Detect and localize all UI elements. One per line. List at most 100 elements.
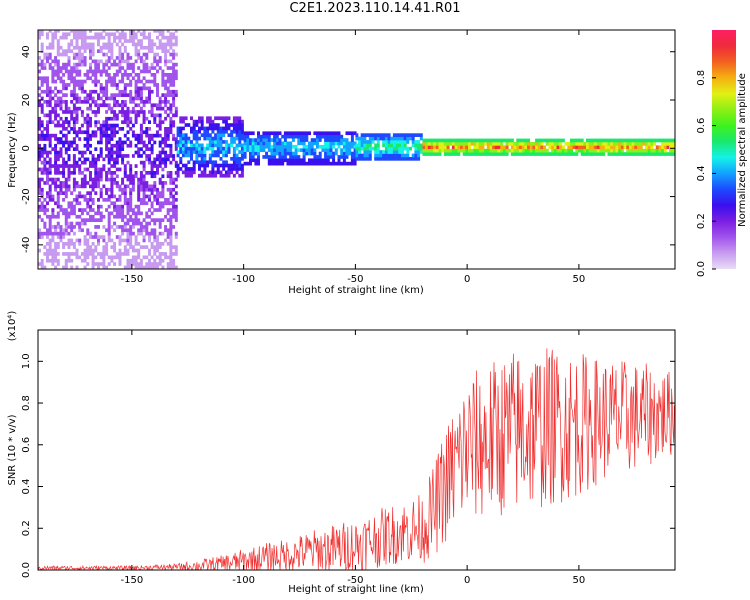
heatmap-cell <box>422 152 426 156</box>
heatmap-cell <box>435 148 439 153</box>
heatmap-cell <box>294 131 298 136</box>
heatmap-cell <box>278 141 282 146</box>
heatmap-cell <box>97 127 100 131</box>
heatmap-cell <box>62 265 66 269</box>
heatmap-cell <box>156 208 159 212</box>
heatmap-cell <box>556 148 560 153</box>
heatmap-cell <box>64 194 68 199</box>
heatmap-cell <box>161 42 165 47</box>
heatmap-cell <box>270 138 274 142</box>
heatmap-cell <box>102 184 106 189</box>
heatmap-cell <box>72 187 76 192</box>
heatmap-cell <box>134 73 138 77</box>
heatmap-cell <box>441 138 445 143</box>
heatmap-cell <box>70 252 74 256</box>
heatmap-cell <box>174 35 178 40</box>
heatmap-cell <box>599 138 603 143</box>
heatmap-cell <box>67 32 71 37</box>
heatmap-cell <box>94 73 98 77</box>
heatmap-cell <box>172 62 176 67</box>
heatmap-cell <box>48 221 52 226</box>
heatmap-cell <box>99 89 103 94</box>
heatmap-cell <box>164 127 168 131</box>
heatmap-cell <box>553 148 557 153</box>
heatmap-cell <box>251 138 255 142</box>
heatmap-cell <box>230 136 234 141</box>
heatmap-cell <box>107 45 111 50</box>
heatmap-cell <box>150 133 154 138</box>
heatmap-cell <box>38 116 41 121</box>
heatmap-cell <box>494 138 498 143</box>
heatmap-cell <box>174 208 178 212</box>
heatmap-cell <box>427 142 431 146</box>
heatmap-cell <box>121 157 125 162</box>
heatmap-cell <box>411 136 415 141</box>
heatmap-cell <box>401 157 404 161</box>
heatmap-cell <box>510 138 514 143</box>
heatmap-cell <box>172 137 176 141</box>
heatmap-cell <box>43 265 47 269</box>
heatmap-cell <box>102 69 106 74</box>
heatmap-cell <box>216 146 220 151</box>
heatmap-cell <box>64 258 68 263</box>
heatmap-cell <box>139 93 143 97</box>
heatmap-cell <box>72 211 76 216</box>
heatmap-cell <box>123 167 127 172</box>
heatmap-cell <box>259 144 263 149</box>
heatmap-cell <box>110 258 114 263</box>
heatmap-cell <box>115 69 119 74</box>
heatmap-cell <box>126 106 130 111</box>
heatmap-cell <box>345 131 349 136</box>
heatmap-cell <box>67 130 71 135</box>
heatmap-cell <box>107 35 111 40</box>
heatmap-cell <box>83 258 87 263</box>
heatmap-cell <box>126 62 130 67</box>
heatmap-cell <box>283 155 287 159</box>
heatmap-cell <box>174 110 178 114</box>
heatmap-cell <box>51 35 55 40</box>
heatmap-cell <box>195 140 199 144</box>
heatmap-cell <box>211 167 215 171</box>
heatmap-cell <box>150 184 154 189</box>
heatmap-cell <box>270 148 274 152</box>
heatmap-cell <box>310 144 314 149</box>
heatmap-cell <box>358 157 362 161</box>
heatmap-cell <box>653 142 657 146</box>
heatmap-cell <box>118 198 122 202</box>
heatmap-cell <box>126 93 130 97</box>
heatmap-cell <box>166 39 170 43</box>
heatmap-cell <box>222 150 226 154</box>
heatmap-cell <box>208 133 212 137</box>
heatmap-cell <box>70 113 74 118</box>
heatmap-cell <box>54 123 58 128</box>
heatmap-cell <box>78 56 82 60</box>
heatmap-cell <box>353 151 357 156</box>
heatmap-cell <box>161 100 165 104</box>
heatmap-cell <box>107 137 111 141</box>
heatmap-cell <box>62 164 66 168</box>
heatmap-cell <box>86 198 90 202</box>
heatmap-cell <box>371 140 375 144</box>
heatmap-cell <box>198 153 201 158</box>
heatmap-cell <box>195 157 199 161</box>
heatmap-cell <box>107 177 111 182</box>
heatmap-cell <box>134 255 138 260</box>
heatmap-cell <box>43 181 47 185</box>
heatmap-cell <box>51 147 55 151</box>
heatmap-cell <box>227 133 231 137</box>
heatmap-cell <box>67 83 71 87</box>
heatmap-cell <box>80 100 84 104</box>
heatmap-cell <box>46 208 49 212</box>
heatmap-cell <box>72 123 76 128</box>
heatmap-cell <box>216 129 220 134</box>
heatmap-cell <box>148 133 151 138</box>
heatmap-cell <box>580 142 584 146</box>
heatmap-cell <box>145 221 149 226</box>
heatmap-cell <box>91 248 95 253</box>
heatmap-cell <box>126 116 130 121</box>
heatmap-cell <box>107 116 111 121</box>
heatmap-cell <box>51 66 55 70</box>
snr-y-scale-label: (x10⁴) <box>7 311 18 342</box>
heatmap-cell <box>158 133 162 138</box>
heatmap-cell <box>54 69 58 74</box>
